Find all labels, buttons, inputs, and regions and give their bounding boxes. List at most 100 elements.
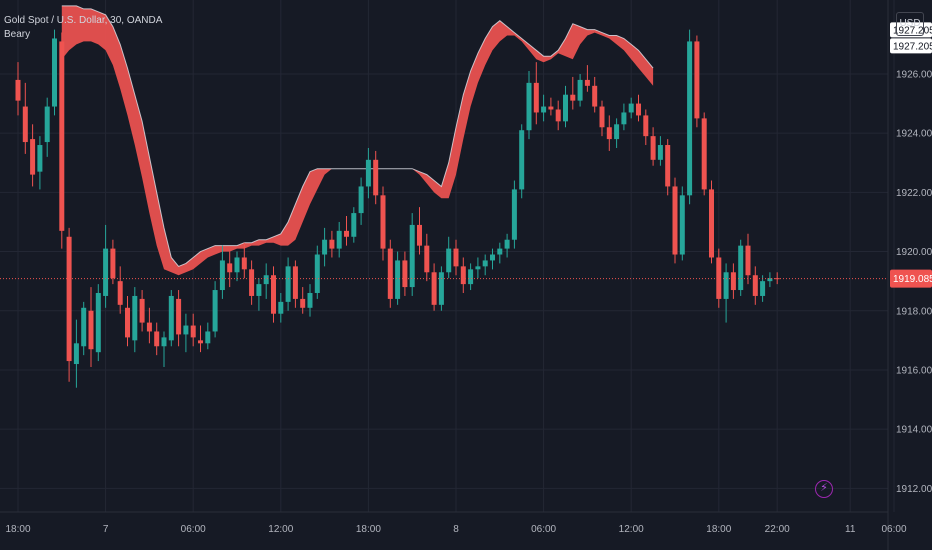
- time-tick-label: 06:00: [531, 524, 556, 535]
- candle: [446, 236, 452, 279]
- candle: [694, 35, 700, 128]
- candle-body: [533, 82, 539, 113]
- candle: [438, 266, 444, 311]
- last-price-label: 1919.085: [893, 274, 932, 285]
- candle: [519, 124, 525, 199]
- candle-body: [614, 124, 620, 140]
- price-tick-label: 1916.000: [896, 365, 932, 376]
- candle-body: [380, 195, 386, 249]
- time-axis[interactable]: 18:00 7 06:00 12:00 18:00 8 06:00 12:00 18:00 22:…: [0, 511, 907, 535]
- candle: [322, 227, 328, 267]
- last-price-badge: [890, 269, 932, 288]
- candle-body: [511, 189, 517, 240]
- candle-body: [497, 248, 503, 255]
- candle-body: [409, 224, 415, 288]
- candle-body: [22, 106, 28, 143]
- price-tick-label: 1922.000: [896, 188, 932, 199]
- candle-body: [66, 236, 72, 362]
- candle-body: [468, 269, 474, 285]
- currency-button[interactable]: USD: [896, 12, 924, 36]
- candle: [37, 136, 43, 190]
- candle: [424, 233, 430, 282]
- candle: [606, 115, 612, 151]
- candle: [730, 263, 736, 299]
- candle: [402, 251, 408, 296]
- candle: [132, 287, 138, 353]
- candle-body: [146, 322, 152, 332]
- candle: [643, 109, 649, 146]
- candle: [380, 186, 386, 261]
- band-value-badge-bottom: [890, 38, 932, 54]
- candle: [468, 263, 474, 291]
- candle-body: [110, 248, 116, 279]
- candle: [417, 207, 422, 255]
- candle-body: [584, 79, 590, 86]
- candle: [482, 254, 488, 276]
- candle-body: [103, 248, 109, 296]
- time-tick-label: 06:00: [881, 524, 906, 535]
- candle-body: [606, 127, 612, 140]
- candlestick-series: [15, 29, 780, 388]
- candle-body: [373, 159, 379, 196]
- candle-body: [636, 103, 641, 116]
- candle-body: [709, 189, 714, 258]
- candle: [511, 180, 517, 249]
- candle: [577, 73, 583, 107]
- price-axis[interactable]: 1912.000 1914.000 1916.000 1918.000 1920.000…: [887, 0, 932, 550]
- candle: [125, 295, 130, 347]
- candle-body: [541, 106, 547, 113]
- candle: [541, 94, 547, 122]
- candle: [241, 242, 247, 279]
- beary-band-line: [61, 5, 654, 268]
- candle: [621, 103, 627, 131]
- candle: [117, 266, 123, 314]
- candle: [490, 248, 495, 270]
- candle: [767, 272, 773, 288]
- candle: [22, 82, 28, 154]
- candle-body: [300, 298, 306, 308]
- candle: [701, 112, 707, 196]
- candle: [387, 239, 393, 308]
- candle-body: [59, 41, 65, 231]
- candle: [95, 284, 101, 362]
- candle-body: [570, 94, 576, 101]
- time-tick-label: 18:00: [706, 524, 731, 535]
- lightning-icon[interactable]: ⚡: [815, 480, 833, 498]
- candle: [52, 29, 57, 116]
- candle: [168, 290, 174, 347]
- symbol-title[interactable]: Gold Spot / U.S. Dollar, 30, OANDA: [4, 15, 163, 26]
- candle: [344, 216, 349, 246]
- candle: [212, 281, 218, 338]
- candle-body: [263, 275, 269, 285]
- beary-band-fill: [61, 5, 654, 276]
- candle-body: [190, 325, 196, 338]
- candle-body: [490, 254, 495, 261]
- candle: [570, 76, 576, 110]
- candle-body: [555, 109, 561, 122]
- time-tick-label: 18:00: [5, 524, 30, 535]
- time-tick-label: 22:00: [765, 524, 790, 535]
- candle-body: [256, 284, 262, 296]
- candle-body: [672, 186, 678, 255]
- indicator-name[interactable]: Beary: [4, 29, 31, 40]
- candle-body: [424, 245, 430, 273]
- candle: [533, 62, 539, 125]
- candle: [227, 251, 233, 288]
- candle: [365, 147, 371, 199]
- candle-body: [95, 292, 101, 353]
- candle: [110, 239, 116, 285]
- chart-legend: Gold Spot / U.S. Dollar, 30, OANDA Beary: [4, 14, 162, 42]
- candle: [66, 227, 72, 382]
- time-tick-label: 06:00: [181, 524, 206, 535]
- candle-body: [767, 278, 773, 282]
- candle-body: [738, 245, 744, 291]
- candle: [526, 71, 532, 140]
- time-tick-label: 11: [845, 524, 856, 535]
- candle-body: [307, 292, 313, 308]
- candle-body: [526, 82, 532, 131]
- candle: [73, 319, 79, 388]
- candle: [745, 233, 751, 285]
- candle: [88, 287, 94, 367]
- price-tick-label: 1920.000: [896, 247, 932, 258]
